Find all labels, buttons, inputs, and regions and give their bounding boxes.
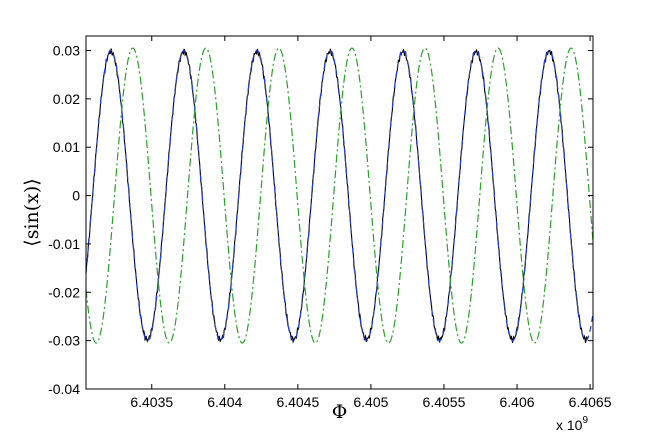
x-axis-exponent-power: 9: [582, 415, 588, 426]
x-tick-label: 6.4055: [423, 394, 466, 410]
y-tick-label: 0.02: [53, 91, 80, 107]
x-tick-label: 6.4045: [276, 394, 319, 410]
y-tick-label: 0: [72, 188, 80, 204]
series-layer: [85, 47, 594, 344]
y-axis-label: ⟨sin(x)⟩: [21, 178, 43, 246]
y-tick-label: 0.01: [53, 139, 80, 155]
ticks-layer: -0.04 -0.03 -0.02 -0.01 0 0.01 0.02 0.03 6.4035 6…: [48, 36, 612, 410]
x-tick-label: 6.4035: [130, 394, 173, 410]
x-tick-label: 6.404: [207, 394, 242, 410]
plot-frame: [85, 35, 594, 390]
x-axis-label: Φ: [332, 401, 348, 423]
series-line-2: [85, 49, 594, 342]
x-tick-label: 6.406: [499, 394, 534, 410]
x-tick-label: 6.4065: [569, 394, 612, 410]
y-tick-label: 0.03: [53, 43, 80, 59]
x-axis-exponent: x 109: [556, 415, 588, 433]
x-axis-exponent-base: x 10: [556, 417, 583, 433]
y-tick-label: -0.02: [48, 284, 80, 300]
series-line-3: [85, 47, 594, 344]
y-tick-label: -0.03: [48, 333, 80, 349]
y-tick-label: -0.04: [48, 381, 80, 397]
y-tick-label: -0.01: [48, 236, 80, 252]
x-tick-label: 6.405: [353, 394, 388, 410]
